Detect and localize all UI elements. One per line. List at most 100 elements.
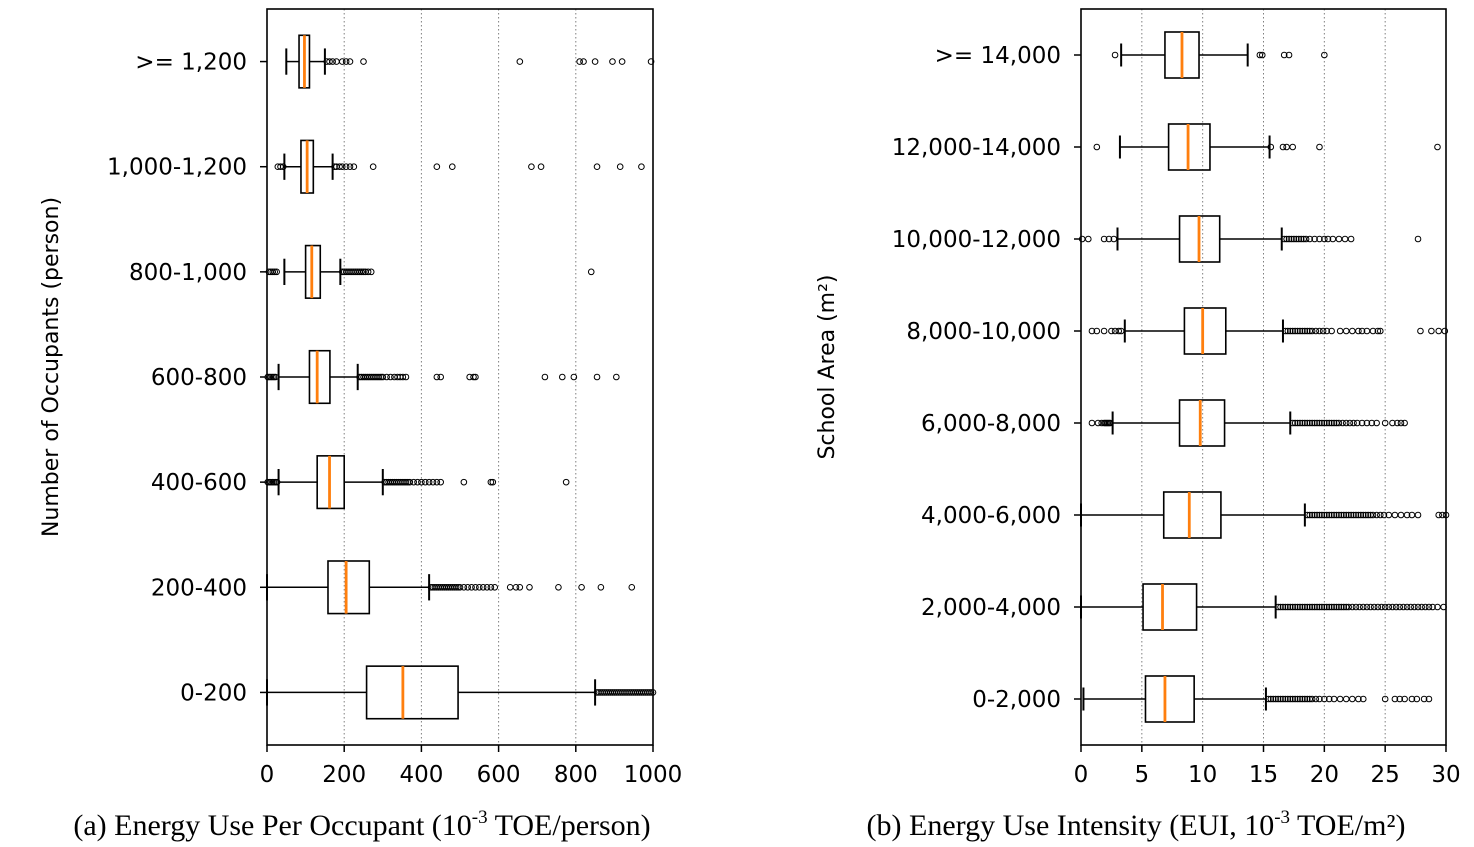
- flier-point: [1311, 603, 1318, 611]
- flier-point: [1105, 235, 1113, 243]
- x-tick-label: 0: [260, 762, 275, 788]
- flier-point: [1108, 327, 1115, 335]
- flier-point: [628, 583, 636, 591]
- flier-point: [1279, 695, 1287, 703]
- flier-point: [1335, 235, 1343, 243]
- flier-point: [414, 478, 421, 486]
- flier-point: [1093, 143, 1101, 151]
- flier-point: [1283, 143, 1290, 151]
- flier-point: [1435, 511, 1442, 519]
- flier-point: [1111, 51, 1119, 59]
- flier-point: [1323, 603, 1331, 611]
- flier-point: [1340, 511, 1348, 519]
- flier-point: [433, 373, 441, 381]
- flier-point: [1374, 603, 1382, 611]
- flier-point: [437, 478, 445, 486]
- flier-point: [1355, 511, 1362, 519]
- flier-point: [1286, 603, 1294, 611]
- flier-point: [512, 583, 520, 591]
- flier-point: [1346, 419, 1354, 427]
- flier-point: [1289, 603, 1296, 611]
- y-tick-label: 2,000-4,000: [921, 595, 1061, 621]
- flier-point: [1349, 695, 1356, 703]
- flier-point: [1353, 419, 1361, 427]
- flier-point: [1335, 511, 1343, 519]
- flier-point: [1330, 419, 1338, 427]
- flier-point: [555, 583, 562, 591]
- flier-point: [1356, 603, 1363, 611]
- flier-point: [1088, 419, 1096, 427]
- flier-point: [1325, 511, 1333, 519]
- box: [1178, 399, 1226, 447]
- flier-point: [1350, 419, 1357, 427]
- box: [1183, 307, 1227, 355]
- flier-point: [1397, 419, 1405, 427]
- flier-point: [1313, 511, 1321, 519]
- flier-point: [1349, 327, 1356, 335]
- caption: (a) Energy Use Per Occupant (10-3 TOE/pe…: [73, 807, 650, 842]
- flier-point: [1352, 511, 1360, 519]
- flier-point: [342, 58, 350, 65]
- y-tick-label: 12,000-14,000: [892, 135, 1061, 161]
- flier-point: [1328, 419, 1335, 427]
- flier-point: [1323, 419, 1331, 427]
- flier-point: [1110, 235, 1118, 243]
- flier-point: [360, 268, 367, 276]
- flier-point: [1297, 235, 1305, 243]
- flier-point: [576, 58, 583, 65]
- flier-point: [1414, 235, 1422, 243]
- box-group: [1082, 675, 1433, 723]
- flier-point: [587, 268, 595, 276]
- flier-point: [1321, 511, 1328, 519]
- x-tick-label: 10: [1188, 762, 1217, 788]
- flier-point: [1333, 511, 1340, 519]
- flier-point: [1330, 511, 1338, 519]
- box-group: [285, 34, 655, 89]
- flier-point: [1284, 327, 1292, 335]
- flier-point: [452, 583, 460, 591]
- flier-point: [1100, 327, 1108, 335]
- caption-main: (b) Energy Use Intensity (EUI, 10: [867, 809, 1275, 842]
- flier-point: [1313, 603, 1321, 611]
- flier-point: [1316, 143, 1323, 151]
- x-tick-label: 5: [1135, 762, 1150, 788]
- flier-point: [1434, 143, 1441, 151]
- flier-point: [1296, 695, 1304, 703]
- caption: (b) Energy Use Intensity (EUI, 10-3 TOE/…: [867, 807, 1406, 842]
- flier-point: [1370, 603, 1378, 611]
- flier-point: [1321, 695, 1328, 703]
- y-tick-label: 10,000-12,000: [892, 227, 1061, 253]
- flier-point: [1291, 695, 1299, 703]
- flier-point: [1389, 419, 1396, 427]
- y-tick-label: 600-800: [151, 365, 247, 391]
- flier-point: [1277, 603, 1284, 611]
- flier-point: [456, 583, 464, 591]
- flier-point: [1115, 327, 1123, 335]
- flier-point: [1425, 603, 1433, 611]
- flier-point: [1352, 603, 1360, 611]
- flier-point: [1345, 603, 1352, 611]
- box-group: [266, 665, 657, 720]
- flier-point: [1349, 603, 1356, 611]
- box-group: [1080, 491, 1450, 539]
- flier-point: [470, 373, 477, 381]
- box: [327, 560, 371, 615]
- flier-point: [1391, 695, 1399, 703]
- flier-point: [399, 373, 407, 381]
- box-group: [1088, 399, 1408, 447]
- flier-point: [383, 373, 390, 381]
- flier-point: [1318, 511, 1326, 519]
- flier-point: [472, 583, 479, 591]
- flier-point: [360, 58, 367, 65]
- box-group: [264, 349, 620, 405]
- flier-point: [578, 583, 585, 591]
- y-tick-label: 0-200: [180, 680, 247, 706]
- flier-point: [1286, 327, 1294, 335]
- flier-point: [618, 58, 626, 65]
- x-tick-label: 200: [322, 762, 366, 788]
- flier-point: [1280, 51, 1288, 59]
- flier-point: [1299, 695, 1306, 703]
- flier-point: [645, 689, 653, 696]
- flier-point: [1293, 235, 1300, 243]
